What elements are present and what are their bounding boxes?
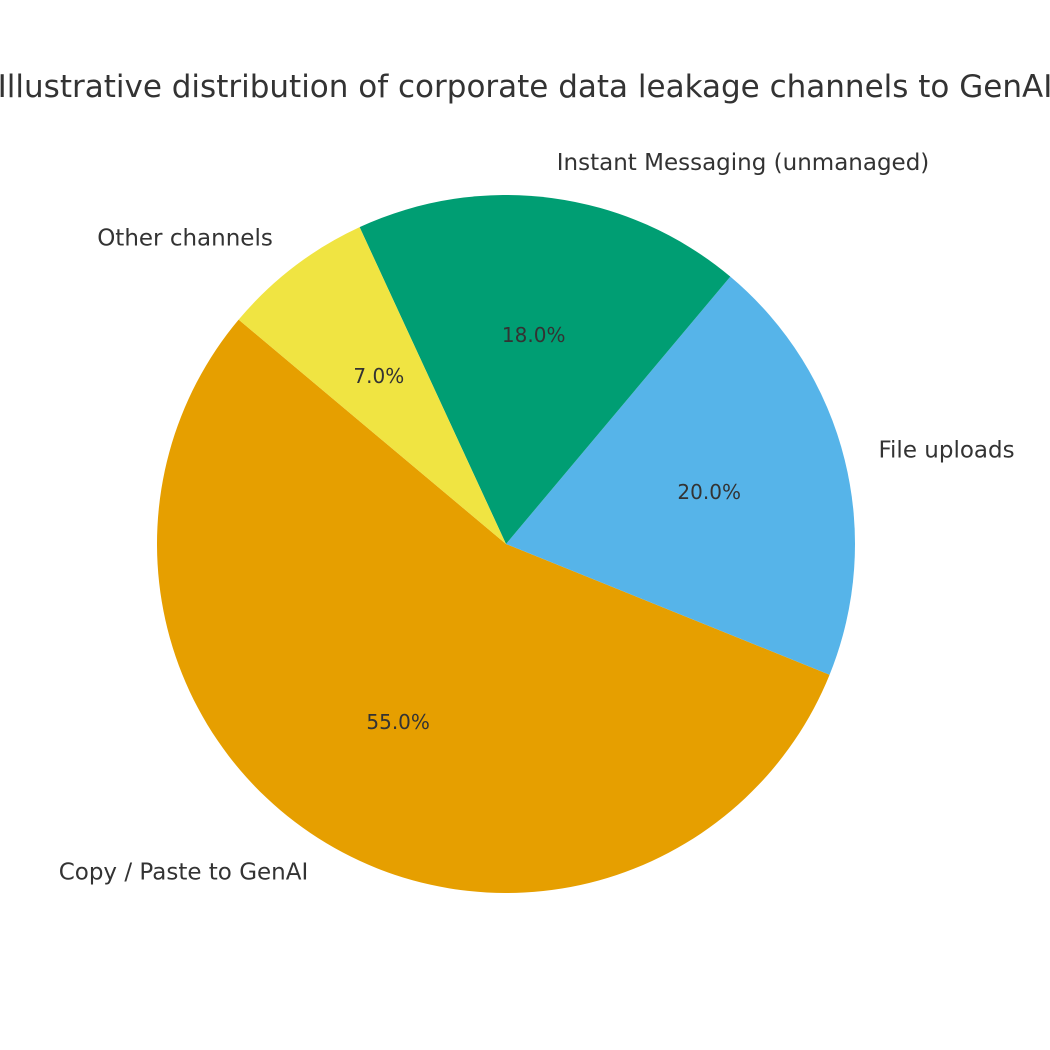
slice-percent-copy-paste-to-genai: 55.0% [366, 710, 430, 734]
slice-label-copy-paste-to-genai: Copy / Paste to GenAI [59, 860, 309, 886]
slice-percent-instant-messaging-unmanaged: 18.0% [502, 323, 566, 347]
pie-slice-instant-messaging-unmanaged [359, 194, 731, 544]
pie-labels: Copy / Paste to GenAI 55.0% File uploads 20… [59, 150, 1015, 886]
pie-slice-other-channels [238, 227, 506, 544]
slice-label-instant-messaging-unmanaged: Instant Messaging (unmanaged) [557, 150, 930, 176]
slice-percent-file-uploads: 20.0% [677, 480, 741, 504]
pie-slice-file-uploads [506, 276, 855, 675]
slice-label-other-channels: Other channels [97, 226, 273, 252]
pie-slice-copy-paste-to-genai [156, 319, 830, 894]
slice-label-file-uploads: File uploads [878, 438, 1014, 464]
slice-percent-other-channels: 7.0% [353, 364, 404, 388]
pie-slices [156, 194, 855, 894]
chart-title: Illustrative distribution of corporate d… [0, 69, 1050, 105]
